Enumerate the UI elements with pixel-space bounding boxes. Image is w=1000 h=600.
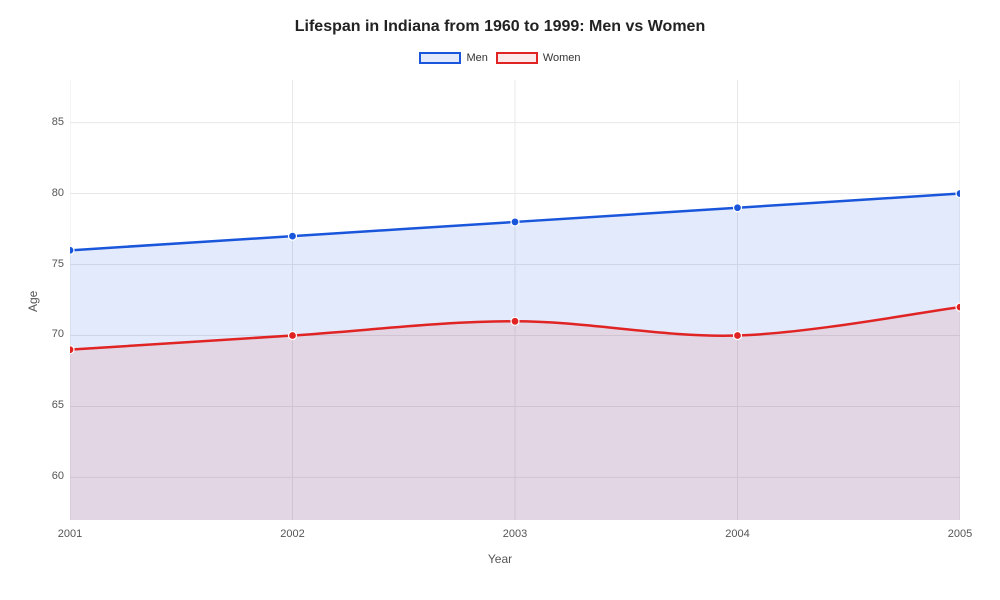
series-marker-women	[70, 346, 74, 354]
y-tick-label: 85	[24, 116, 64, 128]
legend-item-men: Men	[419, 52, 487, 64]
series-marker-women	[956, 303, 960, 311]
y-axis-label: Age	[26, 291, 40, 312]
x-tick-label: 2003	[485, 528, 545, 540]
x-axis-label: Year	[0, 552, 1000, 566]
y-tick-label: 70	[24, 328, 64, 340]
x-tick-label: 2001	[40, 528, 100, 540]
series-marker-men	[734, 204, 742, 212]
y-tick-label: 75	[24, 258, 64, 270]
chart-container: Lifespan in Indiana from 1960 to 1999: M…	[0, 0, 1000, 600]
series-marker-women	[734, 331, 742, 339]
legend-swatch-women	[496, 52, 538, 64]
series-marker-women	[289, 331, 297, 339]
series-marker-men	[956, 190, 960, 198]
legend-swatch-men	[419, 52, 461, 64]
legend-item-women: Women	[496, 52, 581, 64]
x-tick-label: 2002	[263, 528, 323, 540]
legend: Men Women	[0, 52, 1000, 64]
x-tick-label: 2005	[930, 528, 990, 540]
legend-label-men: Men	[466, 52, 487, 64]
series-marker-women	[511, 317, 519, 325]
x-tick-label: 2004	[708, 528, 768, 540]
series-marker-men	[511, 218, 519, 226]
plot-area	[70, 80, 960, 520]
series-marker-men	[70, 246, 74, 254]
legend-label-women: Women	[543, 52, 581, 64]
series-marker-men	[289, 232, 297, 240]
y-tick-label: 80	[24, 187, 64, 199]
y-tick-label: 65	[24, 399, 64, 411]
y-tick-label: 60	[24, 470, 64, 482]
chart-title: Lifespan in Indiana from 1960 to 1999: M…	[0, 18, 1000, 36]
